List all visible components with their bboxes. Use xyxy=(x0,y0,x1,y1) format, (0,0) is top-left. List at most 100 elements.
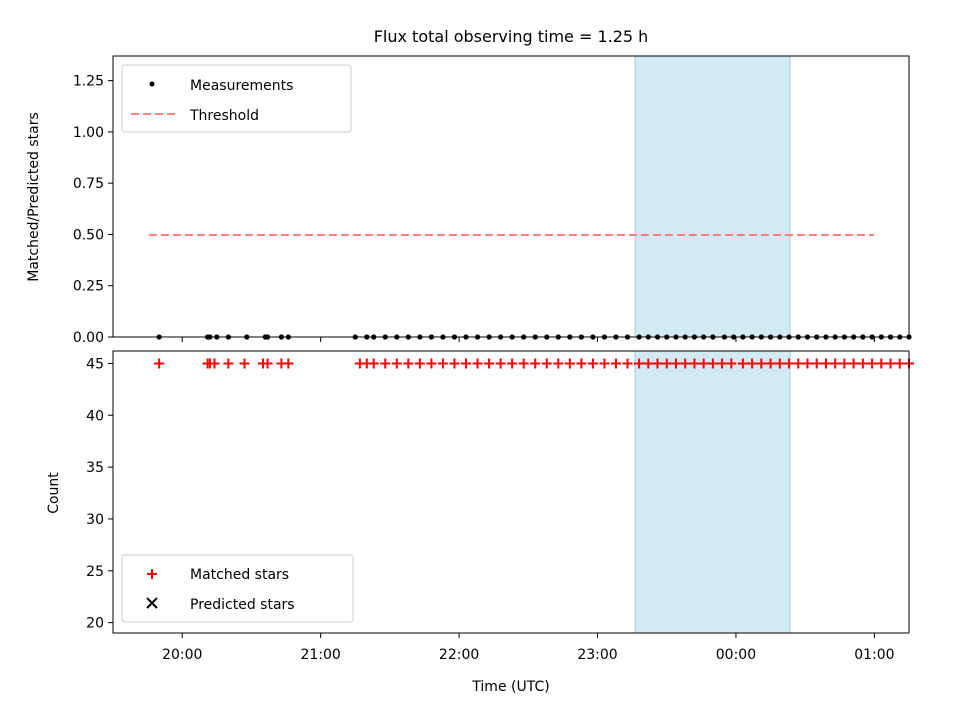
matched-star-point xyxy=(541,358,552,369)
matched-star-point xyxy=(811,358,822,369)
bottom-y-tick-label: 20 xyxy=(86,616,104,632)
matched-star-point xyxy=(793,358,804,369)
matched-star-point xyxy=(530,358,541,369)
bottom-axes-frame xyxy=(112,350,910,634)
matched-star-point xyxy=(587,358,598,369)
x-tick-label: 00:00 xyxy=(716,647,756,663)
matched-star-point xyxy=(689,358,700,369)
x-tick-label: 23:00 xyxy=(577,647,617,663)
matched-star-point xyxy=(867,358,878,369)
top-axes-frame xyxy=(112,55,910,338)
matched-star-point xyxy=(756,358,767,369)
matched-star-point xyxy=(670,358,681,369)
matched-star-point xyxy=(784,358,795,369)
matched-star-point xyxy=(747,358,758,369)
matched-star-point xyxy=(380,358,391,369)
bottom-y-ticks: 20 25 30 35 40 45 xyxy=(86,356,113,632)
bottom-window-band xyxy=(634,350,791,634)
count-points xyxy=(154,358,914,369)
legend-matched-label: Matched stars xyxy=(190,567,289,583)
matched-star-point xyxy=(391,358,402,369)
matched-star-point xyxy=(885,358,896,369)
matched-star-point xyxy=(765,358,776,369)
matched-star-point xyxy=(472,358,483,369)
top-y-tick-label: 0.75 xyxy=(73,176,104,192)
top-x-ticks xyxy=(181,337,875,342)
top-ylabel: Matched/Predicted stars xyxy=(26,112,42,282)
matched-star-point xyxy=(820,358,831,369)
matched-star-point xyxy=(484,358,495,369)
matched-star-point xyxy=(610,358,621,369)
legend-measurement-marker xyxy=(149,81,155,87)
matched-star-point xyxy=(449,358,460,369)
bottom-y-tick-label: 45 xyxy=(86,356,104,372)
matched-star-point xyxy=(403,358,414,369)
top-y-tick-label: 1.25 xyxy=(73,74,104,90)
x-tick-label: 01:00 xyxy=(854,647,894,663)
matched-star-point xyxy=(737,358,748,369)
top-legend-box xyxy=(121,64,352,133)
matched-star-point xyxy=(239,358,250,369)
legend-predicted-label: Predicted stars xyxy=(190,597,295,613)
matched-star-point xyxy=(426,358,437,369)
bottom-legend-box xyxy=(121,554,354,623)
matched-star-point xyxy=(661,358,672,369)
legend-measurements-label: Measurements xyxy=(190,78,293,94)
matched-star-point xyxy=(839,358,850,369)
matched-star-point xyxy=(698,358,709,369)
matched-star-point xyxy=(717,358,728,369)
top-y-tick-label: 0.00 xyxy=(73,330,104,346)
top-y-tick-label: 1.00 xyxy=(73,125,104,141)
top-legend: Measurements Threshold xyxy=(121,64,352,133)
matched-star-point xyxy=(414,358,425,369)
matched-star-point xyxy=(774,358,785,369)
bottom-y-tick-label: 30 xyxy=(86,512,104,528)
matched-star-point xyxy=(209,358,220,369)
matched-star-point xyxy=(707,358,718,369)
x-tick-label: 21:00 xyxy=(300,647,340,663)
matched-star-point xyxy=(507,358,518,369)
matched-star-point xyxy=(553,358,564,369)
bottom-y-tick-label: 35 xyxy=(86,460,104,476)
matched-star-point xyxy=(802,358,813,369)
top-y-ticks: 0.00 0.25 0.50 0.75 1.00 1.25 xyxy=(73,74,113,346)
matched-star-point xyxy=(262,358,273,369)
matched-star-point xyxy=(894,358,905,369)
matched-star-point xyxy=(876,358,887,369)
matched-star-point xyxy=(830,358,841,369)
x-tick-label: 22:00 xyxy=(439,647,479,663)
bottom-legend: Matched stars Predicted stars xyxy=(121,554,354,623)
bottom-panel: 20 25 30 35 40 45 20:00 21:00 22:00 23:00 00:00 01… xyxy=(46,350,914,695)
matched-star-point xyxy=(857,358,868,369)
matched-star-point xyxy=(652,358,663,369)
matched-star-point xyxy=(643,358,654,369)
matched-star-point xyxy=(495,358,506,369)
matched-star-point xyxy=(437,358,448,369)
x-tick-label: 20:00 xyxy=(162,647,202,663)
bottom-ylabel: Count xyxy=(46,472,62,514)
matched-star-point xyxy=(634,358,645,369)
matched-star-point xyxy=(518,358,529,369)
top-window-band xyxy=(634,55,791,338)
matched-star-point xyxy=(622,358,633,369)
matched-star-point xyxy=(564,358,575,369)
matched-star-point xyxy=(576,358,587,369)
bottom-y-tick-label: 25 xyxy=(86,564,104,580)
top-panel: 0.00 0.25 0.50 0.75 1.00 1.25 Matched/Predict… xyxy=(26,55,912,346)
top-y-tick-label: 0.25 xyxy=(73,279,104,295)
matched-star-point xyxy=(680,358,691,369)
bottom-y-tick-label: 40 xyxy=(86,408,104,424)
matched-star-point xyxy=(154,358,165,369)
matched-star-point xyxy=(726,358,737,369)
matched-star-point xyxy=(223,358,234,369)
chart-title: Flux total observing time = 1.25 h xyxy=(374,27,649,46)
matched-star-point xyxy=(461,358,472,369)
matched-star-point xyxy=(368,358,379,369)
matched-star-point xyxy=(283,358,294,369)
matched-star-point xyxy=(599,358,610,369)
legend-matched-marker xyxy=(147,569,157,579)
top-y-tick-label: 0.50 xyxy=(73,227,104,243)
legend-predicted-marker xyxy=(146,597,158,609)
